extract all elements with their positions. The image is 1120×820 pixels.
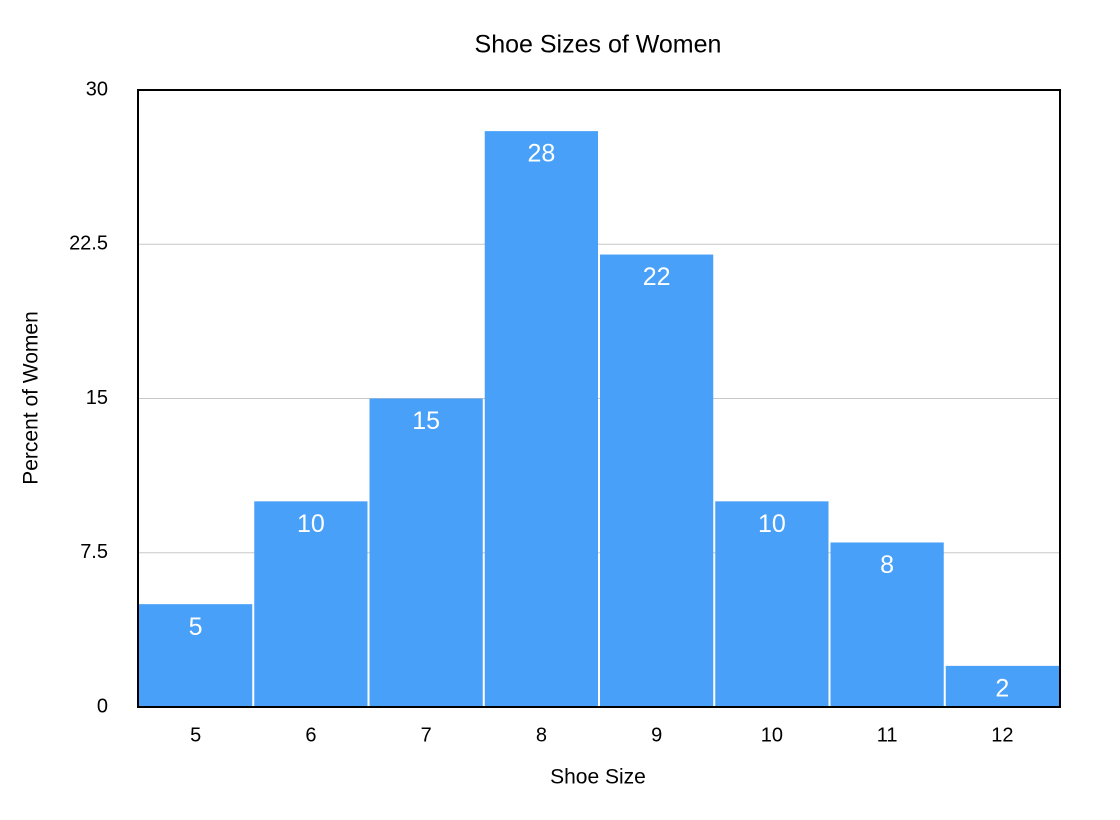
x-tick-label: 10 — [761, 724, 783, 746]
data-label: 2 — [995, 674, 1009, 702]
bar — [369, 398, 483, 707]
y-tick-label: 22.5 — [69, 233, 108, 255]
data-label: 8 — [880, 551, 894, 579]
chart-title: Shoe Sizes of Women — [475, 31, 722, 59]
x-tick-label: 12 — [991, 724, 1013, 746]
x-tick-label: 6 — [305, 724, 316, 746]
data-label: 28 — [527, 140, 555, 168]
y-tick-label: 7.5 — [80, 541, 108, 563]
bar — [715, 501, 829, 707]
y-tick-label: 0 — [97, 695, 108, 717]
x-tick-label: 11 — [877, 724, 898, 746]
data-label: 10 — [297, 510, 325, 538]
x-axis-title: Shoe Size — [550, 766, 646, 789]
bar — [830, 542, 944, 707]
x-tick-label: 8 — [536, 724, 547, 746]
plot-border — [137, 89, 1061, 708]
bar — [945, 665, 1059, 707]
y-tick-label: 30 — [86, 78, 108, 100]
bar — [484, 131, 598, 708]
data-label: 22 — [643, 263, 671, 291]
bar — [600, 254, 714, 708]
data-label: 15 — [412, 407, 440, 435]
bar — [254, 501, 368, 707]
bar — [139, 604, 253, 707]
data-label: 5 — [189, 613, 203, 641]
data-label: 10 — [758, 510, 786, 538]
x-tick-label: 5 — [190, 724, 201, 746]
y-tick-label: 15 — [86, 387, 108, 409]
x-tick-label: 9 — [651, 724, 662, 746]
y-axis-title: Percent of Women — [20, 311, 43, 485]
x-tick-label: 7 — [421, 724, 432, 746]
